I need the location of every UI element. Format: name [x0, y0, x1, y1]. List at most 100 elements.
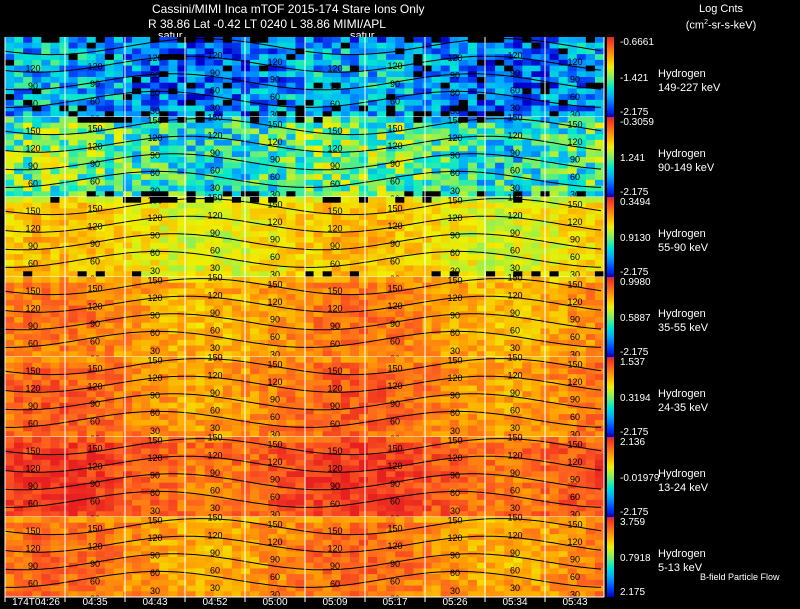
heatmap-cell: [422, 345, 432, 352]
heatmap-cell: [259, 134, 269, 141]
heatmap-cell: [259, 202, 269, 209]
heatmap-cell: [522, 351, 532, 358]
heatmap-cell: [467, 54, 478, 61]
heatmap-cell: [32, 122, 42, 129]
heatmap-cell: [68, 431, 79, 438]
heatmap-cell: [168, 265, 178, 272]
heatmap-cell: [476, 219, 487, 226]
heatmap-cell: [104, 54, 115, 61]
heatmap-cell: [5, 71, 15, 78]
contour-label: 150: [507, 353, 522, 363]
heatmap-cell: [340, 357, 351, 364]
heatmap-cell: [231, 351, 242, 358]
heatmap-cell: [368, 237, 378, 244]
heatmap-cell: [222, 105, 233, 112]
heatmap-cell: [113, 294, 124, 301]
heatmap-cell: [349, 288, 360, 295]
heatmap-cell: [250, 134, 260, 141]
heatmap-cell: [95, 294, 106, 301]
heatmap-cell: [549, 231, 560, 238]
heatmap-cell: [204, 208, 215, 215]
heatmap-cell: [368, 391, 378, 398]
heatmap-cell: [259, 162, 269, 169]
heatmap-cell: [558, 191, 569, 198]
heatmap-cell: [104, 299, 115, 306]
heatmap-cell: [322, 282, 333, 289]
heatmap-cell: [240, 105, 251, 112]
heatmap-cell: [513, 77, 523, 84]
heatmap-cell: [486, 174, 496, 181]
heatmap-cell: [59, 397, 69, 404]
heatmap-cell: [377, 151, 387, 158]
heatmap-cell: [95, 105, 106, 112]
heatmap-cell: [41, 431, 51, 438]
heatmap-cell: [240, 374, 251, 381]
heatmap-cell: [585, 402, 596, 409]
heatmap-cell: [213, 42, 224, 49]
heatmap-cell: [186, 334, 196, 341]
heatmap-cell: [213, 305, 224, 312]
heatmap-cell: [458, 157, 469, 164]
heatmap-cell: [377, 379, 387, 386]
heatmap-cell: [113, 82, 124, 89]
heatmap-cell: [449, 345, 460, 352]
heatmap-cell: [195, 185, 206, 192]
heatmap-cell: [104, 117, 115, 124]
heatmap-cell: [222, 305, 233, 312]
heatmap-cell: [368, 65, 378, 72]
heatmap-cell: [486, 128, 496, 135]
heatmap-cell: [277, 414, 287, 421]
heatmap-cell: [558, 174, 569, 181]
heatmap-cell: [259, 111, 269, 118]
heatmap-cell: [449, 179, 460, 186]
contour-label: 30: [150, 266, 160, 276]
heatmap-cell: [95, 145, 106, 152]
heatmap-cell: [340, 37, 351, 44]
contour-label: 150: [567, 359, 582, 369]
heatmap-cell: [504, 128, 514, 135]
heatmap-cell: [349, 317, 360, 324]
heatmap-cell: [23, 294, 33, 301]
heatmap-cell: [422, 151, 432, 158]
heatmap-cell: [404, 185, 414, 192]
heatmap-cell: [549, 122, 560, 129]
heatmap-cell: [594, 265, 605, 272]
heatmap-cell: [23, 139, 33, 146]
heatmap-cell: [95, 419, 106, 426]
heatmap-cell: [86, 77, 97, 84]
heatmap-cell: [204, 248, 215, 255]
heatmap-cell: [513, 179, 523, 186]
contour-label: 150: [567, 199, 582, 209]
heatmap-cell: [268, 134, 278, 141]
heatmap-cell: [358, 265, 369, 272]
heatmap-cell: [486, 385, 496, 392]
heatmap-cell: [50, 414, 60, 421]
heatmap-cell: [349, 357, 360, 364]
heatmap-cell: [331, 351, 342, 358]
heatmap-cell: [368, 88, 378, 95]
heatmap-cell: [576, 219, 587, 226]
heatmap-cell: [349, 237, 360, 244]
contour-label: 120: [387, 301, 402, 311]
heatmap-cell: [531, 351, 541, 358]
heatmap-cell: [386, 248, 396, 255]
heatmap-cell: [113, 214, 124, 221]
heatmap-cell: [222, 71, 233, 78]
heatmap-cell: [576, 311, 587, 318]
heatmap-cell: [213, 219, 224, 226]
heatmap-cell: [458, 305, 469, 312]
heatmap-cell: [213, 425, 224, 432]
heatmap-cell: [395, 397, 405, 404]
heatmap-cell: [159, 334, 169, 341]
heatmap-cell: [222, 151, 233, 158]
heatmap-cell: [268, 397, 278, 404]
heatmap-cell: [358, 317, 369, 324]
heatmap-cell: [259, 77, 269, 84]
heatmap-cell: [549, 242, 560, 249]
heatmap-cell: [168, 191, 178, 198]
heatmap-cell: [5, 277, 15, 284]
heatmap-cell: [141, 271, 151, 278]
contour-label: 150: [267, 199, 282, 209]
heatmap-cell: [277, 42, 287, 49]
contour-label: 120: [507, 370, 522, 380]
